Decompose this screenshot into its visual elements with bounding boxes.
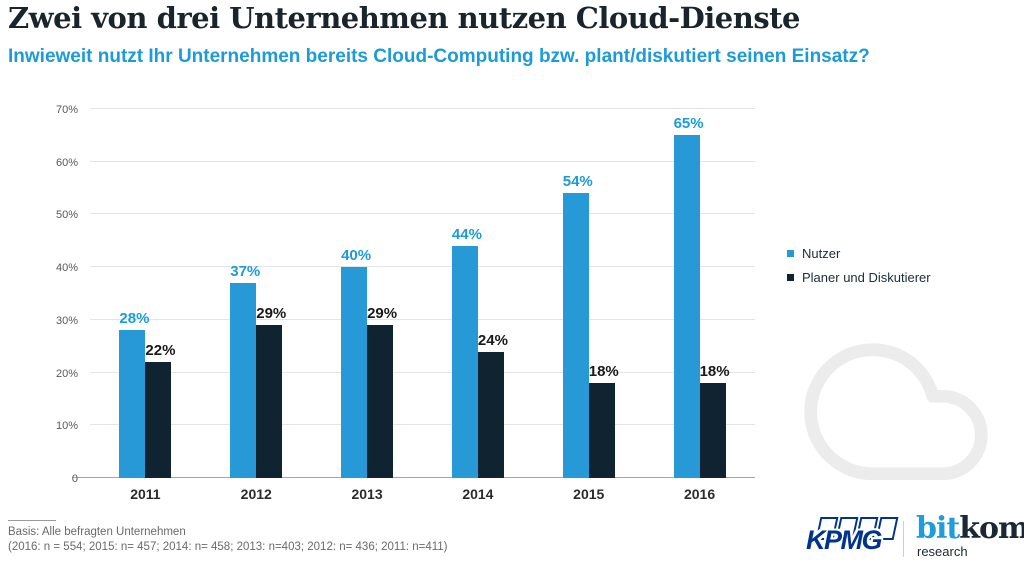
- bar-value-label: 22%: [145, 342, 176, 360]
- logo-divider: [903, 521, 904, 557]
- x-tick-label-2013: 2013: [351, 486, 383, 502]
- bitkom-logo-kom: kom: [959, 511, 1024, 546]
- bar-group-2012: 37% 29% 2012: [201, 109, 312, 502]
- bar-nutzer-2011: 28%: [119, 310, 149, 478]
- bar-pair-2011: 28% 22% 2011: [119, 109, 175, 502]
- y-tick-label-20: 20%: [55, 367, 78, 380]
- bar-value-label: 29%: [367, 305, 398, 323]
- bar-group-2014: 44% 24% 2014: [423, 109, 534, 502]
- bar-pair-2016: 65% 18% 2016: [673, 109, 730, 502]
- y-tick-label-0: 0: [71, 473, 78, 485]
- gridline-40: [90, 266, 755, 268]
- x-tick-label-2015: 2015: [573, 486, 605, 502]
- bar-value-label: 40%: [341, 247, 372, 265]
- bar-value-label: 18%: [588, 363, 619, 381]
- gridline-30: [90, 318, 755, 320]
- bitkom-logo-bit: bit: [916, 511, 960, 546]
- bar-pair-2015: 54% 18% 2015: [562, 109, 619, 502]
- bar-nutzer-2013: 40%: [341, 247, 371, 478]
- bar-group-2011: 28% 22% 2011: [90, 109, 201, 502]
- kpmg-logo-text: KPMG: [806, 525, 883, 555]
- kpmg-logo: KPMG: [806, 517, 901, 554]
- gridline-10: [90, 424, 755, 426]
- bar-nutzer-2014: 44%: [451, 226, 482, 478]
- bar-group-2013: 40% 29% 2013: [312, 109, 423, 502]
- x-axis-line: [72, 477, 755, 478]
- bar-planer-2013: 29%: [367, 305, 397, 478]
- bar-planer-2015: 18%: [588, 363, 619, 478]
- legend-item-planer-und-diskutierer: Planer und Diskutierer: [787, 270, 931, 285]
- bar-planer-2011: 22%: [145, 342, 175, 478]
- bar-nutzer-2012: 37%: [230, 263, 260, 478]
- bitkom-logo-research: research: [917, 544, 968, 559]
- y-tick-label-10: 10%: [55, 420, 78, 433]
- bar-planer-2016: 18%: [699, 363, 730, 478]
- bar-pair-2014: 44% 24% 2014: [451, 109, 508, 502]
- footer-sample-sizes: (2016: n = 554; 2015: n= 457; 2014: n= 4…: [8, 541, 448, 553]
- bar-planer-2012: 29%: [256, 305, 286, 478]
- page-subtitle: Inwieweit nutzt Ihr Unternehmen bereits …: [8, 46, 870, 67]
- bar-nutzer-2015: 54%: [562, 173, 593, 478]
- bar-value-label: 24%: [477, 331, 508, 349]
- legend-swatch-icon: [787, 250, 794, 257]
- gridline-20: [90, 371, 755, 373]
- legend: Nutzer Planer und Diskutierer: [787, 246, 931, 285]
- gridline-70: [90, 108, 755, 109]
- legend-swatch-icon: [787, 274, 794, 281]
- bar-group-2016: 65% 18% 2016: [644, 109, 755, 502]
- bar-pair-2012: 37% 29% 2012: [230, 109, 286, 502]
- cloud-icon: [804, 343, 988, 480]
- gridline-60: [90, 160, 755, 162]
- bar-value-label: 44%: [451, 226, 482, 244]
- legend-label: Planer und Diskutierer: [802, 270, 931, 285]
- legend-item-nutzer: Nutzer: [787, 246, 931, 261]
- footer-basis-note: Basis: Alle befragten Unternehmen: [8, 526, 186, 538]
- legend-label: Nutzer: [802, 246, 841, 261]
- y-tick-label-40: 40%: [55, 262, 78, 275]
- plot-area: 70% 60% 50% 40% 30% 20% 10% 0 28% 22% 2011 37% 29% 20…: [56, 104, 755, 502]
- bar-planer-2014: 24%: [477, 332, 508, 478]
- y-tick-label-60: 60%: [55, 156, 78, 169]
- page-title: Zwei von drei Unternehmen nutzen Cloud-D…: [8, 1, 801, 35]
- gridline-50: [90, 213, 755, 215]
- bar-nutzer-2016: 65%: [673, 115, 704, 478]
- x-tick-label-2016: 2016: [683, 486, 716, 502]
- bar-pair-2013: 40% 29% 2013: [341, 109, 397, 502]
- bar-value-label: 29%: [256, 305, 287, 323]
- x-tick-label-2014: 2014: [462, 486, 494, 502]
- x-tick-label-2011: 2011: [130, 486, 161, 502]
- y-tick-label-70: 70%: [55, 104, 78, 116]
- footer-divider: [8, 520, 56, 521]
- bitkom-logo: bitkom research: [916, 514, 1024, 560]
- bar-group-2015: 54% 18% 2015: [533, 109, 644, 502]
- x-tick-label-2012: 2012: [240, 486, 272, 502]
- y-tick-label-50: 50%: [55, 209, 78, 222]
- bar-value-label: 28%: [119, 310, 150, 328]
- y-tick-label-30: 30%: [55, 314, 78, 327]
- bar-value-label: 37%: [230, 262, 261, 280]
- bar-value-label: 18%: [699, 363, 730, 381]
- bitkom-logo-word: bitkom: [916, 514, 1024, 544]
- bar-value-label: 54%: [562, 173, 593, 191]
- bar-value-label: 65%: [673, 115, 704, 133]
